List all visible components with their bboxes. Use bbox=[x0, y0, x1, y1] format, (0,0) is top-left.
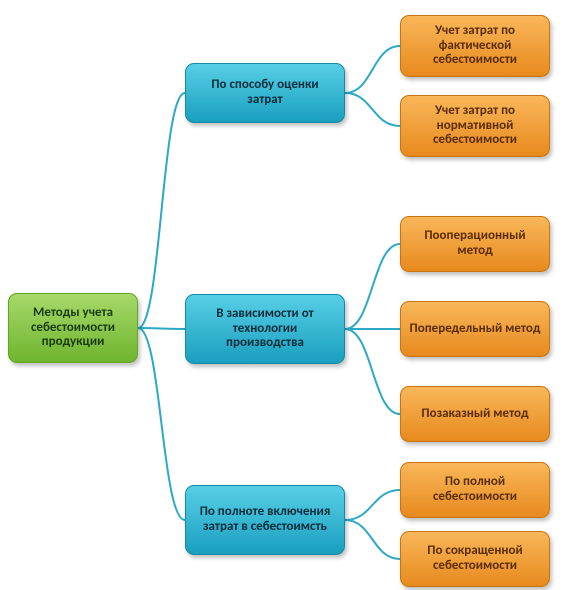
node-label: По полноте включения затрат в себестоимс… bbox=[194, 505, 336, 535]
edge-c2-g5 bbox=[345, 329, 400, 414]
node-c2: В зависимости от технологии производства bbox=[185, 294, 345, 364]
node-g3: Пооперационный метод bbox=[400, 216, 550, 272]
node-label: Учет затрат по фактической себестоимости bbox=[409, 24, 541, 69]
node-g1: Учет затрат по фактической себестоимости bbox=[400, 15, 550, 77]
node-label: По полной себестоимости bbox=[409, 475, 541, 505]
edge-c1-g2 bbox=[345, 93, 400, 126]
node-label: Пооперационный метод bbox=[409, 229, 541, 259]
node-label: По сокращенной себестоимости bbox=[409, 544, 541, 574]
edge-root-c1 bbox=[138, 93, 185, 328]
node-label: Попередельный метод bbox=[410, 322, 541, 337]
edge-c3-g7 bbox=[345, 520, 400, 559]
edge-root-c2 bbox=[138, 328, 185, 329]
node-c3: По полноте включения затрат в себестоимс… bbox=[185, 485, 345, 555]
node-label: Учет затрат по нормативной себестоимости bbox=[409, 104, 541, 149]
node-g7: По сокращенной себестоимости bbox=[400, 531, 550, 587]
edge-c3-g6 bbox=[345, 490, 400, 520]
node-root: Методы учета себестоимости продукции bbox=[8, 293, 138, 363]
edge-c1-g1 bbox=[345, 46, 400, 93]
node-g6: По полной себестоимости bbox=[400, 462, 550, 518]
node-label: Позаказный метод bbox=[421, 407, 528, 422]
node-c1: По способу оценки затрат bbox=[185, 63, 345, 123]
node-g5: Позаказный метод bbox=[400, 386, 550, 442]
node-g4: Попередельный метод bbox=[400, 301, 550, 357]
node-label: Методы учета себестоимости продукции bbox=[17, 306, 129, 351]
edge-root-c3 bbox=[138, 328, 185, 520]
node-label: По способу оценки затрат bbox=[194, 78, 336, 108]
diagram-canvas: Методы учета себестоимости продукции По с… bbox=[0, 0, 568, 590]
node-label: В зависимости от технологии производства bbox=[194, 307, 336, 352]
node-g2: Учет затрат по нормативной себестоимости bbox=[400, 95, 550, 157]
edge-c2-g3 bbox=[345, 244, 400, 329]
